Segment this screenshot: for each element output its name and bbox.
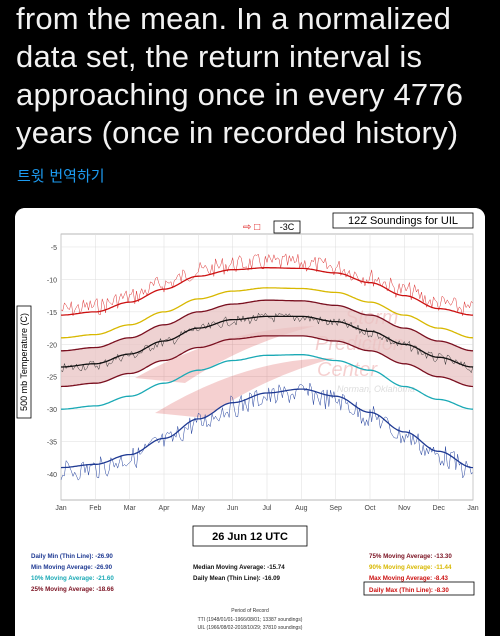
- x-tick-label: Sep: [329, 505, 342, 512]
- x-tick-label: Mar: [124, 505, 137, 512]
- stat-daily-min: Daily Min (Thin Line): -26.90: [31, 553, 113, 560]
- stats-right: 75% Moving Average: -13.30 90% Moving Av…: [363, 553, 475, 596]
- y-tick-label: -40: [47, 472, 57, 479]
- series-line: [61, 287, 474, 339]
- stat-10pct: 10% Moving Average: -21.60: [31, 575, 114, 582]
- tweet-line: from the mean. In a normalized: [16, 1, 452, 36]
- tweet-text: from the mean. In a normalized data set,…: [16, 0, 486, 152]
- series-line: [60, 388, 474, 469]
- tweet-line: approaching once in every 4776: [16, 77, 464, 112]
- series-line: [61, 299, 474, 352]
- stat-max-moving-avg: Max Moving Average: -8.43: [369, 575, 449, 582]
- y-tick-label: -20: [47, 342, 57, 349]
- stat-median: Median Moving Average: -15.74: [193, 564, 285, 571]
- watermark-sub: Norman, Oklahoma: [337, 384, 415, 394]
- x-tick-label: Feb: [89, 505, 101, 512]
- interquartile-band: [61, 300, 473, 387]
- arrow-icon: ⇨ □: [243, 222, 260, 233]
- chart-image[interactable]: ⇨ □ -3C 12Z Soundings for UIL Storm Pred…: [15, 208, 485, 636]
- chart-svg: ⇨ □ -3C 12Z Soundings for UIL Storm Pred…: [15, 208, 485, 636]
- stats-mid: Median Moving Average: -15.74 Daily Mean…: [193, 564, 285, 582]
- y-tick-label: -30: [47, 407, 57, 414]
- x-tick-label: Nov: [398, 505, 411, 512]
- x-tick-label: Jul: [263, 505, 272, 512]
- x-tick-label: Apr: [159, 505, 171, 512]
- y-tick-label: -10: [47, 277, 57, 284]
- stat-90pct: 90% Moving Average: -11.44: [369, 564, 452, 571]
- current-value: -3C: [280, 222, 295, 232]
- series-line: [61, 315, 474, 368]
- tweet-line: years (once in recorded history): [16, 115, 459, 150]
- watermark-line: Center: [317, 359, 378, 381]
- stat-25pct: 25% Moving Average: -18.66: [31, 586, 114, 593]
- chart-title: 12Z Soundings for UIL: [348, 215, 458, 227]
- stat-daily-mean: Daily Mean (Thin Line): -16.09: [193, 575, 281, 582]
- y-tick-label: -35: [47, 440, 57, 447]
- stat-75pct: 75% Moving Average: -13.30: [369, 553, 452, 560]
- period-of-record: Period of Record TTI (1948/01/01-1966/08…: [198, 608, 303, 631]
- series-line: [61, 354, 474, 410]
- stats-left: Daily Min (Thin Line): -26.90 Min Moving…: [31, 553, 114, 593]
- y-tick-label: -5: [51, 245, 57, 252]
- date-label: 26 Jun 12 UTC: [212, 531, 288, 543]
- x-tick-label: Oct: [365, 505, 376, 512]
- daily-min-line: [60, 383, 474, 481]
- y-tick-label: -25: [47, 375, 57, 382]
- y-tick-labels: -5 -10 -15 -20 -25 -30 -35 -40: [47, 245, 57, 479]
- y-tick-label: -15: [47, 310, 57, 317]
- x-tick-label: May: [192, 505, 206, 512]
- series-lines: [60, 253, 474, 481]
- translate-tweet-link[interactable]: 트윗 번역하기: [17, 167, 105, 185]
- x-tick-labels: Jan Feb Mar Apr May Jun Jul Aug Sep Oct Nov Dec Jan: [55, 505, 478, 512]
- tweet-line: data set, the return interval is: [16, 39, 423, 74]
- period-line: TTI (1948/01/01-1966/08/01; 13387 soundi…: [198, 617, 303, 623]
- series-line: [60, 335, 474, 388]
- period-line: UIL (1966/08/02-2018/10/29; 37810 soundi…: [198, 625, 303, 631]
- stat-daily-max: Daily Max (Thin Line): -8.30: [369, 587, 449, 594]
- x-tick-label: Jan: [467, 505, 478, 512]
- x-tick-label: Dec: [432, 505, 445, 512]
- bands: [61, 300, 473, 387]
- x-tick-label: Jan: [55, 505, 66, 512]
- series-line: [61, 267, 473, 316]
- x-tick-label: Jun: [227, 505, 238, 512]
- x-tick-label: Aug: [295, 505, 308, 512]
- daily-mean-line: [60, 312, 474, 374]
- period-title: Period of Record: [231, 608, 269, 614]
- y-axis-label: 500 mb Temperature (C): [19, 313, 29, 411]
- daily-max-line: [60, 253, 474, 316]
- stat-min-moving-avg: Min Moving Average: -26.90: [31, 564, 113, 571]
